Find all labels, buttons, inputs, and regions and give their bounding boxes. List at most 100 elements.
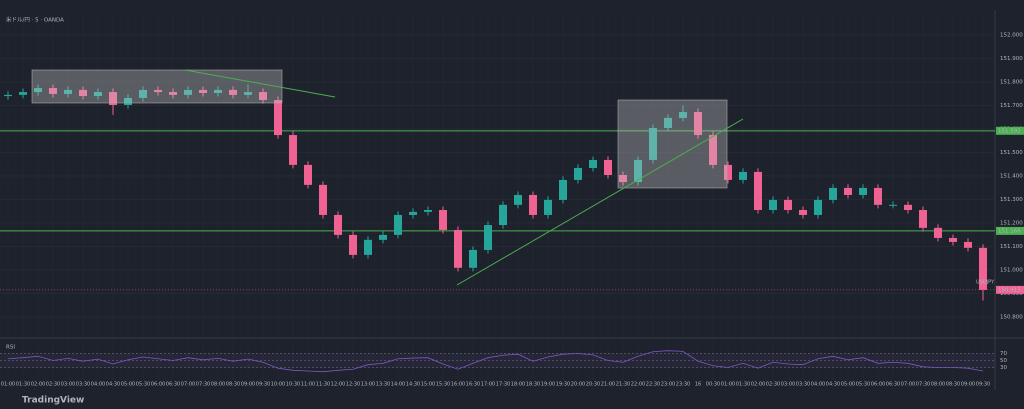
candle-body — [739, 171, 747, 180]
candle-body — [109, 92, 117, 105]
last-price-label: 150.915 — [998, 287, 1021, 293]
candle-body — [514, 194, 522, 205]
x-tick-label: 03:00 — [781, 382, 795, 388]
rsi-level-label: 30 — [1000, 365, 1007, 371]
x-tick-label: 05:30 — [856, 382, 870, 388]
candle-body — [334, 214, 342, 235]
x-tick-label: 01:00 — [1, 382, 15, 388]
y-tick-label: 150.900 — [1000, 291, 1023, 297]
x-tick-label: 15:00 — [421, 382, 435, 388]
candle-body — [769, 199, 777, 211]
candle-body — [979, 247, 987, 290]
x-tick-label: 20:00 — [571, 382, 585, 388]
x-tick-label: 14:00 — [391, 382, 405, 388]
range-box — [31, 69, 283, 104]
x-tick-label: 07:30 — [916, 382, 930, 388]
candle-body — [544, 199, 552, 215]
candle-body — [424, 210, 432, 212]
y-tick-label: 151.000 — [1000, 267, 1023, 273]
x-tick-label: 02:00 — [31, 382, 45, 388]
candle-body — [289, 135, 297, 165]
candle-body — [559, 179, 567, 200]
x-tick-label: 19:30 — [556, 382, 570, 388]
candle-body — [469, 249, 477, 268]
candle-body — [634, 159, 642, 183]
candle-body — [619, 175, 627, 183]
x-tick-label: 01:30 — [16, 382, 30, 388]
x-tick-label: 08:00 — [211, 382, 225, 388]
candle-body — [214, 89, 222, 94]
candle-body — [229, 89, 237, 95]
x-tick-label: 10:00 — [271, 382, 285, 388]
x-tick-label: 16:00 — [451, 382, 465, 388]
x-tick-label: 09:30 — [256, 382, 270, 388]
candle-body — [604, 159, 612, 175]
candle-body — [814, 199, 822, 215]
symbol-title: 米ドル/円 · 5 · OANDA — [6, 16, 64, 24]
candle-body — [259, 92, 267, 101]
candle-body — [829, 187, 837, 200]
x-tick-label: 21:30 — [616, 382, 630, 388]
x-tick-label: 13:00 — [361, 382, 375, 388]
candle-body — [574, 167, 582, 180]
y-tick-label: 151.500 — [1000, 150, 1023, 156]
rsi-line — [7, 350, 984, 373]
x-tick-label: 04:00 — [811, 382, 825, 388]
candle-body — [409, 211, 417, 215]
x-tick-label: 12:00 — [331, 382, 345, 388]
x-tick-label: 08:30 — [226, 382, 240, 388]
candle-body — [799, 210, 807, 215]
x-tick-label: 07:30 — [196, 382, 210, 388]
x-tick-label: 02:30 — [46, 382, 60, 388]
x-tick-label: 17:30 — [496, 382, 510, 388]
candle-body — [439, 210, 447, 230]
x-tick-label: 04:30 — [106, 382, 120, 388]
price-tag — [996, 226, 1024, 235]
x-tick-label: 14:30 — [406, 382, 420, 388]
candle-body — [49, 88, 57, 94]
candle-body — [244, 92, 252, 95]
x-tick-label: 08:00 — [931, 382, 945, 388]
candle-body — [964, 241, 972, 248]
x-tick-label: 03:30 — [76, 382, 90, 388]
candle-body — [679, 112, 687, 118]
x-tick-label: 02:00 — [751, 382, 765, 388]
x-tick-label: 22:30 — [646, 382, 660, 388]
x-tick-label: 22:00 — [631, 382, 645, 388]
trend-line — [184, 69, 336, 98]
candle-body — [394, 214, 402, 235]
y-tick-label: 151.100 — [1000, 244, 1023, 250]
last-price-tag — [996, 285, 1024, 294]
x-tick-label: 19:00 — [541, 382, 555, 388]
series-name: USDJPY — [976, 279, 995, 285]
plot-area: 152.000151.900151.800151.700151.600151.5… — [0, 15, 1024, 388]
candle-body — [169, 92, 177, 95]
x-tick-label: 09:30 — [976, 382, 990, 388]
price-tag-label: 151.592 — [998, 128, 1021, 134]
candle-body — [319, 184, 327, 215]
x-tick-label: 23:00 — [661, 382, 675, 388]
y-tick-label: 151.800 — [1000, 79, 1023, 85]
x-tick-label: 06:30 — [886, 382, 900, 388]
range-box — [617, 99, 728, 189]
x-tick-label: 03:00 — [61, 382, 75, 388]
candle-body — [124, 97, 132, 105]
candle-body — [484, 225, 492, 250]
x-tick-label: 16 — [695, 382, 701, 388]
x-tick-label: 04:00 — [91, 382, 105, 388]
x-tick-label: 17:00 — [481, 382, 495, 388]
candle-body — [649, 128, 657, 160]
x-tick-label: 01:30 — [736, 382, 750, 388]
x-tick-label: 15:30 — [436, 382, 450, 388]
x-tick-label: 13:30 — [376, 382, 390, 388]
x-tick-label: 08:30 — [946, 382, 960, 388]
y-tick-label: 150.800 — [1000, 314, 1023, 320]
x-tick-label: 18:00 — [511, 382, 525, 388]
candle-body — [949, 237, 957, 242]
x-tick-label: 20:30 — [586, 382, 600, 388]
x-tick-label: 03:30 — [796, 382, 810, 388]
x-tick-label: 07:00 — [181, 382, 195, 388]
x-tick-label: 06:00 — [871, 382, 885, 388]
